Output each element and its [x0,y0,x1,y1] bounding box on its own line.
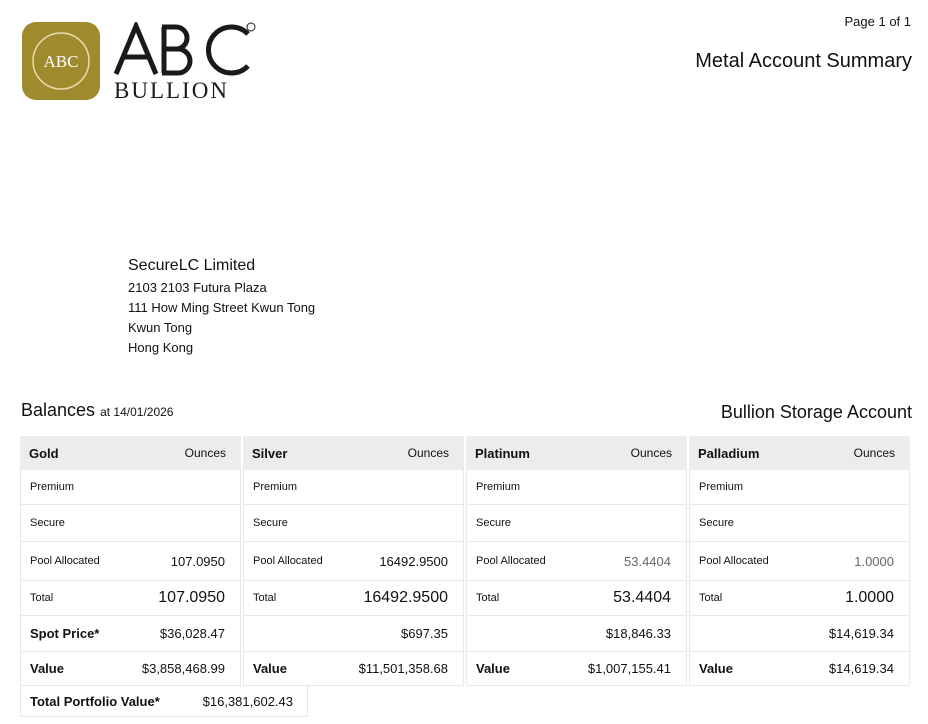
total-portfolio-value: $16,381,602.43 [202,693,293,709]
metal-column-silver: Silver Ounces Premium Secure Pool Allocat… [243,436,464,686]
secure-label: Secure [30,517,65,529]
metal-value: $11,501,358.68 [358,661,448,676]
secure-label: Secure [476,517,511,529]
secure-label: Secure [253,517,288,529]
address-line: 2103 2103 Futura Plaza [128,280,267,295]
total-value: 16492.9500 [363,589,448,606]
spot-price-label: Spot Price* [30,626,100,641]
metal-name: Palladium [698,445,760,461]
svg-text:BULLION: BULLION [114,78,229,102]
total-portfolio-row: Total Portfolio Value* $16,381,602.43 [20,686,308,717]
abc-bullion-logo: ABC BULLION [22,22,256,102]
pool-label: Pool Allocated [253,555,323,567]
premium-row: Premium [466,470,687,505]
total-label: Total [699,592,723,604]
spot-row: $18,846.33 [466,616,687,652]
pool-label: Pool Allocated [30,555,100,567]
spot-price-value: $18,846.33 [605,626,671,641]
premium-label: Premium [699,481,744,493]
address-line: Kwun Tong [128,320,193,335]
metal-header: Silver Ounces [243,436,464,470]
pool-value: 53.4404 [624,553,671,569]
secure-row: Secure [243,505,464,542]
secure-row: Secure [689,505,910,542]
metal-name: Gold [29,445,59,461]
premium-label: Premium [476,481,521,493]
secure-row: Secure [20,505,241,542]
metal-column-palladium: Palladium Ounces Premium Secure Pool Allo… [689,436,910,686]
metal-column-gold: Gold Ounces Premium Secure Pool Allocated… [20,436,241,686]
metal-value: $1,007,155.41 [587,661,671,676]
pool-row: Pool Allocated 16492.9500 [243,542,464,581]
secure-row: Secure [466,505,687,542]
total-label: Total [476,592,500,604]
total-row: Total 53.4404 [466,581,687,616]
balances-date: at 14/01/2026 [100,405,174,419]
premium-label: Premium [253,481,298,493]
value-label: Value [699,661,733,676]
total-row: Total 107.0950 [20,581,241,616]
pool-row: Pool Allocated 107.0950 [20,542,241,581]
total-row: Total 1.0000 [689,581,910,616]
spot-price-value: $14,619.34 [828,626,894,641]
spot-price-value: $697.35 [401,626,448,641]
recipient-name: SecureLC Limited [128,257,256,274]
total-portfolio-label: Total Portfolio Value* [30,693,160,709]
metal-value: $3,858,468.99 [141,661,225,676]
metal-column-platinum: Platinum Ounces Premium Secure Pool Alloc… [466,436,687,686]
balances-heading: Balances at 14/01/2026 [21,400,173,421]
pool-value: 16492.9500 [379,553,448,569]
spot-price-value: $36,028.47 [159,626,225,641]
metal-name: Platinum [475,445,530,461]
total-row: Total 16492.9500 [243,581,464,616]
address-line: Hong Kong [128,340,194,355]
unit-label: Ounces [184,446,226,460]
premium-label: Premium [30,481,75,493]
premium-row: Premium [20,470,241,505]
metal-name: Silver [252,445,288,461]
value-label: Value [476,661,510,676]
total-value: 1.0000 [845,589,894,606]
premium-row: Premium [243,470,464,505]
balances-label: Balances [21,400,96,420]
document-title: Metal Account Summary [695,50,912,72]
unit-label: Ounces [853,446,895,460]
value-row: Value $14,619.34 [689,652,910,686]
pool-value: 107.0950 [170,553,225,569]
unit-label: Ounces [407,446,449,460]
account-type: Bullion Storage Account [720,402,912,422]
total-label: Total [253,592,277,604]
value-row: Value $11,501,358.68 [243,652,464,686]
recipient-address: SecureLC Limited 2103 2103 Futura Plaza … [128,256,315,358]
spot-row: Spot Price* $36,028.47 [20,616,241,652]
pool-label: Pool Allocated [476,555,546,567]
metal-value: $14,619.34 [828,661,894,676]
total-value: 107.0950 [158,589,225,606]
metal-header: Gold Ounces [20,436,241,470]
unit-label: Ounces [630,446,672,460]
total-value: 53.4404 [613,589,671,606]
premium-row: Premium [689,470,910,505]
value-label: Value [253,661,287,676]
metal-header: Palladium Ounces [689,436,910,470]
spot-row: $697.35 [243,616,464,652]
page-number: Page 1 of 1 [844,14,912,29]
total-label: Total [30,592,54,604]
value-row: Value $3,858,468.99 [20,652,241,686]
metal-header: Platinum Ounces [466,436,687,470]
svg-text:ABC: ABC [44,52,79,71]
value-label: Value [30,661,64,676]
pool-row: Pool Allocated 53.4404 [466,542,687,581]
pool-value: 1.0000 [854,553,894,569]
spot-row: $14,619.34 [689,616,910,652]
value-row: Value $1,007,155.41 [466,652,687,686]
secure-label: Secure [699,517,734,529]
pool-row: Pool Allocated 1.0000 [689,542,910,581]
address-line: 111 How Ming Street Kwun Tong [128,300,316,315]
balances-table: Gold Ounces Premium Secure Pool Allocated… [20,436,910,686]
pool-label: Pool Allocated [699,555,769,567]
